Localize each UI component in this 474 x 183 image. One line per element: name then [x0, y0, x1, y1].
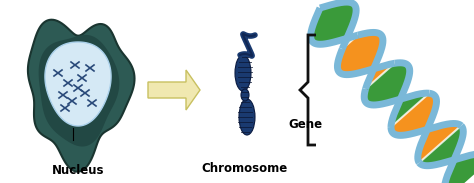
- Text: Chromosome: Chromosome: [202, 163, 288, 175]
- Polygon shape: [45, 42, 111, 126]
- Ellipse shape: [241, 89, 249, 101]
- Polygon shape: [148, 70, 200, 110]
- Polygon shape: [39, 35, 119, 147]
- Polygon shape: [310, 2, 358, 49]
- Polygon shape: [391, 93, 461, 163]
- Text: Gene: Gene: [288, 119, 322, 132]
- Ellipse shape: [239, 99, 255, 135]
- Ellipse shape: [235, 55, 251, 91]
- Polygon shape: [419, 126, 474, 183]
- Text: Nucleus: Nucleus: [52, 165, 104, 178]
- Polygon shape: [364, 63, 429, 127]
- Polygon shape: [28, 20, 135, 172]
- Polygon shape: [337, 32, 394, 89]
